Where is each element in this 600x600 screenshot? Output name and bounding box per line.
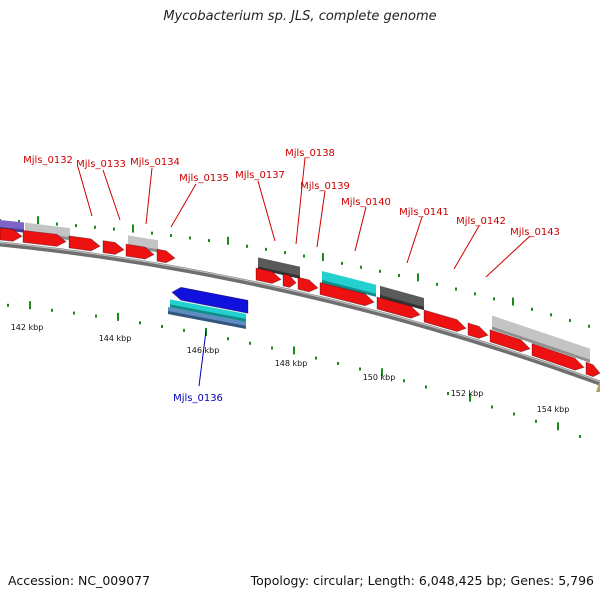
- gene-label: Mjls_0132: [23, 155, 73, 166]
- backbone-highlight: [0, 241, 600, 383]
- gene-label: Mjls_0136: [173, 393, 223, 404]
- blue-gene-arrow-0136: [171, 286, 249, 314]
- red-gene-arrow-9: [297, 276, 319, 293]
- inner-tick-row: [7, 301, 581, 439]
- genome-summary-text: Topology: circular; Length: 6,048,425 bp…: [250, 573, 594, 588]
- red-gene-arrow-16: [585, 361, 600, 378]
- gene-label: Mjls_0142: [456, 216, 506, 227]
- backbone-line: [0, 241, 600, 386]
- accession-text: Accession: NC_009077: [8, 573, 151, 588]
- kbp-label: 144 kbp: [99, 334, 132, 343]
- gene-label: Mjls_0133: [76, 159, 126, 170]
- red-gene-arrow-12: [423, 309, 467, 333]
- callout-line-3: [145, 167, 153, 225]
- gene-label: Mjls_0141: [399, 207, 449, 218]
- gene-box-dark-0141-shadow: [380, 294, 424, 310]
- edge-marker: [596, 380, 600, 392]
- red-gene-arrow-3: [68, 235, 101, 252]
- red-gene-arrow-15: [531, 342, 585, 371]
- gene-label: Mjls_0134: [130, 157, 180, 168]
- gene-label: Mjls_0140: [341, 197, 391, 208]
- callout-line-7: [295, 157, 306, 245]
- map-title: Mycobacterium sp. JLS, complete genome: [163, 9, 437, 24]
- red-gene-arrow-11: [376, 296, 421, 319]
- kbp-label: 142 kbp: [11, 323, 44, 332]
- gene-box-gray-0143-shadow: [492, 326, 590, 363]
- callout-line-1: [77, 166, 93, 217]
- outer-tick-row: [0, 216, 590, 328]
- gene-box-cyan-lower-shadow: [170, 304, 246, 322]
- callout-line-8: [316, 190, 326, 248]
- kbp-label: 146 kbp: [187, 346, 220, 355]
- gene-box-steel-lower-shadow: [168, 311, 246, 329]
- callout-line-10: [406, 216, 423, 264]
- callout-line-12: [485, 235, 531, 278]
- kbp-ruler-labels: 142 kbp 144 kbp 146 kbp 148 kbp 150 kbp 152 k…: [11, 323, 600, 414]
- gene-label: Mjls_0139: [300, 181, 350, 192]
- red-gene-arrow-7: [255, 267, 282, 284]
- red-gene-arrow-10: [319, 281, 375, 307]
- gene-box-gray-0143: [492, 315, 590, 363]
- kbp-label: 152 kbp: [451, 389, 484, 398]
- callout-line-2: [102, 169, 121, 221]
- red-gene-arrow-5: [125, 243, 155, 260]
- gene-box-cyan-0140-shadow: [322, 280, 376, 297]
- callout-line-11: [453, 225, 480, 270]
- callout-line-5: [198, 330, 207, 387]
- gene-label: Mjls_0138: [285, 148, 335, 159]
- kbp-label: 150 kbp: [363, 373, 396, 382]
- gene-box-dark-0137: [258, 257, 300, 279]
- callout-line-9: [354, 206, 367, 252]
- genome-backbone: [0, 241, 600, 386]
- red-gene-arrow-2: [22, 229, 67, 247]
- kbp-label: 154 kbp: [537, 405, 570, 414]
- red-gene-arrow-6: [156, 248, 176, 264]
- red-gene-arrow-13: [467, 322, 489, 339]
- gene-label: Mjls_0143: [510, 227, 560, 238]
- callout-line-6: [257, 180, 276, 242]
- gene-label: Mjls_0135: [179, 173, 229, 184]
- callout-line-4: [170, 183, 197, 228]
- gene-callouts: Mjls_0132 Mjls_0133 Mjls_0134 Mjls_0135 Mjls…: [23, 148, 560, 404]
- gene-features: [0, 220, 600, 378]
- kbp-label: 148 kbp: [275, 359, 308, 368]
- gene-label: Mjls_0137: [235, 170, 285, 181]
- red-gene-arrow-8: [282, 273, 297, 288]
- red-gene-arrow-14: [489, 329, 531, 353]
- red-gene-arrow-4: [102, 240, 125, 255]
- red-gene-arrow-1: [0, 227, 23, 242]
